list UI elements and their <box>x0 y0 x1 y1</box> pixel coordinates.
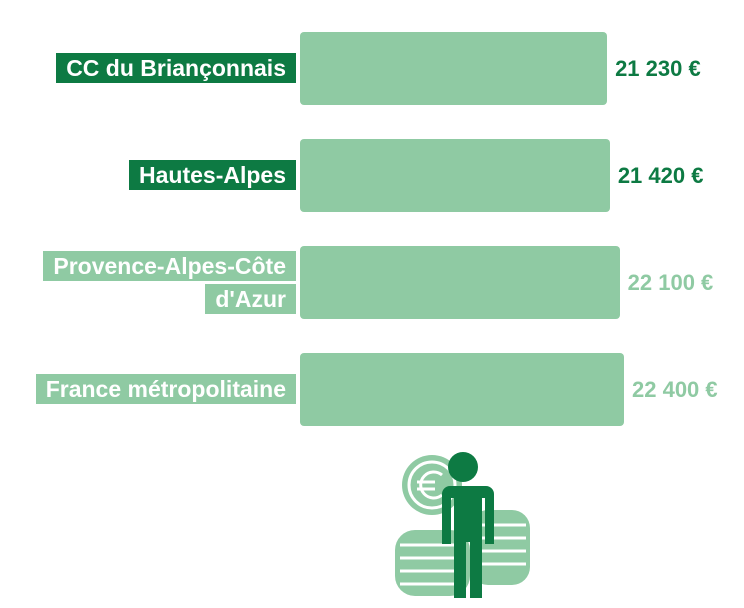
category-label: Provence-Alpes-Côte d'Azur <box>6 250 296 316</box>
bar <box>300 139 610 212</box>
value-label: 21 230 € <box>615 55 701 81</box>
category-label: Hautes-Alpes <box>6 159 296 192</box>
category-text: CC du Briançonnais <box>56 53 296 83</box>
bar <box>300 246 620 319</box>
category-text: Hautes-Alpes <box>129 160 296 190</box>
bar <box>300 32 608 105</box>
bar <box>300 353 624 426</box>
category-text: France métropolitaine <box>35 374 296 404</box>
value-label: 22 400 € <box>632 376 718 402</box>
value-label: 22 100 € <box>627 269 714 295</box>
value-label: 21 420 € <box>617 162 704 188</box>
category-label: France métropolitaine <box>6 373 296 406</box>
category-label: CC du Briançonnais <box>6 52 296 85</box>
